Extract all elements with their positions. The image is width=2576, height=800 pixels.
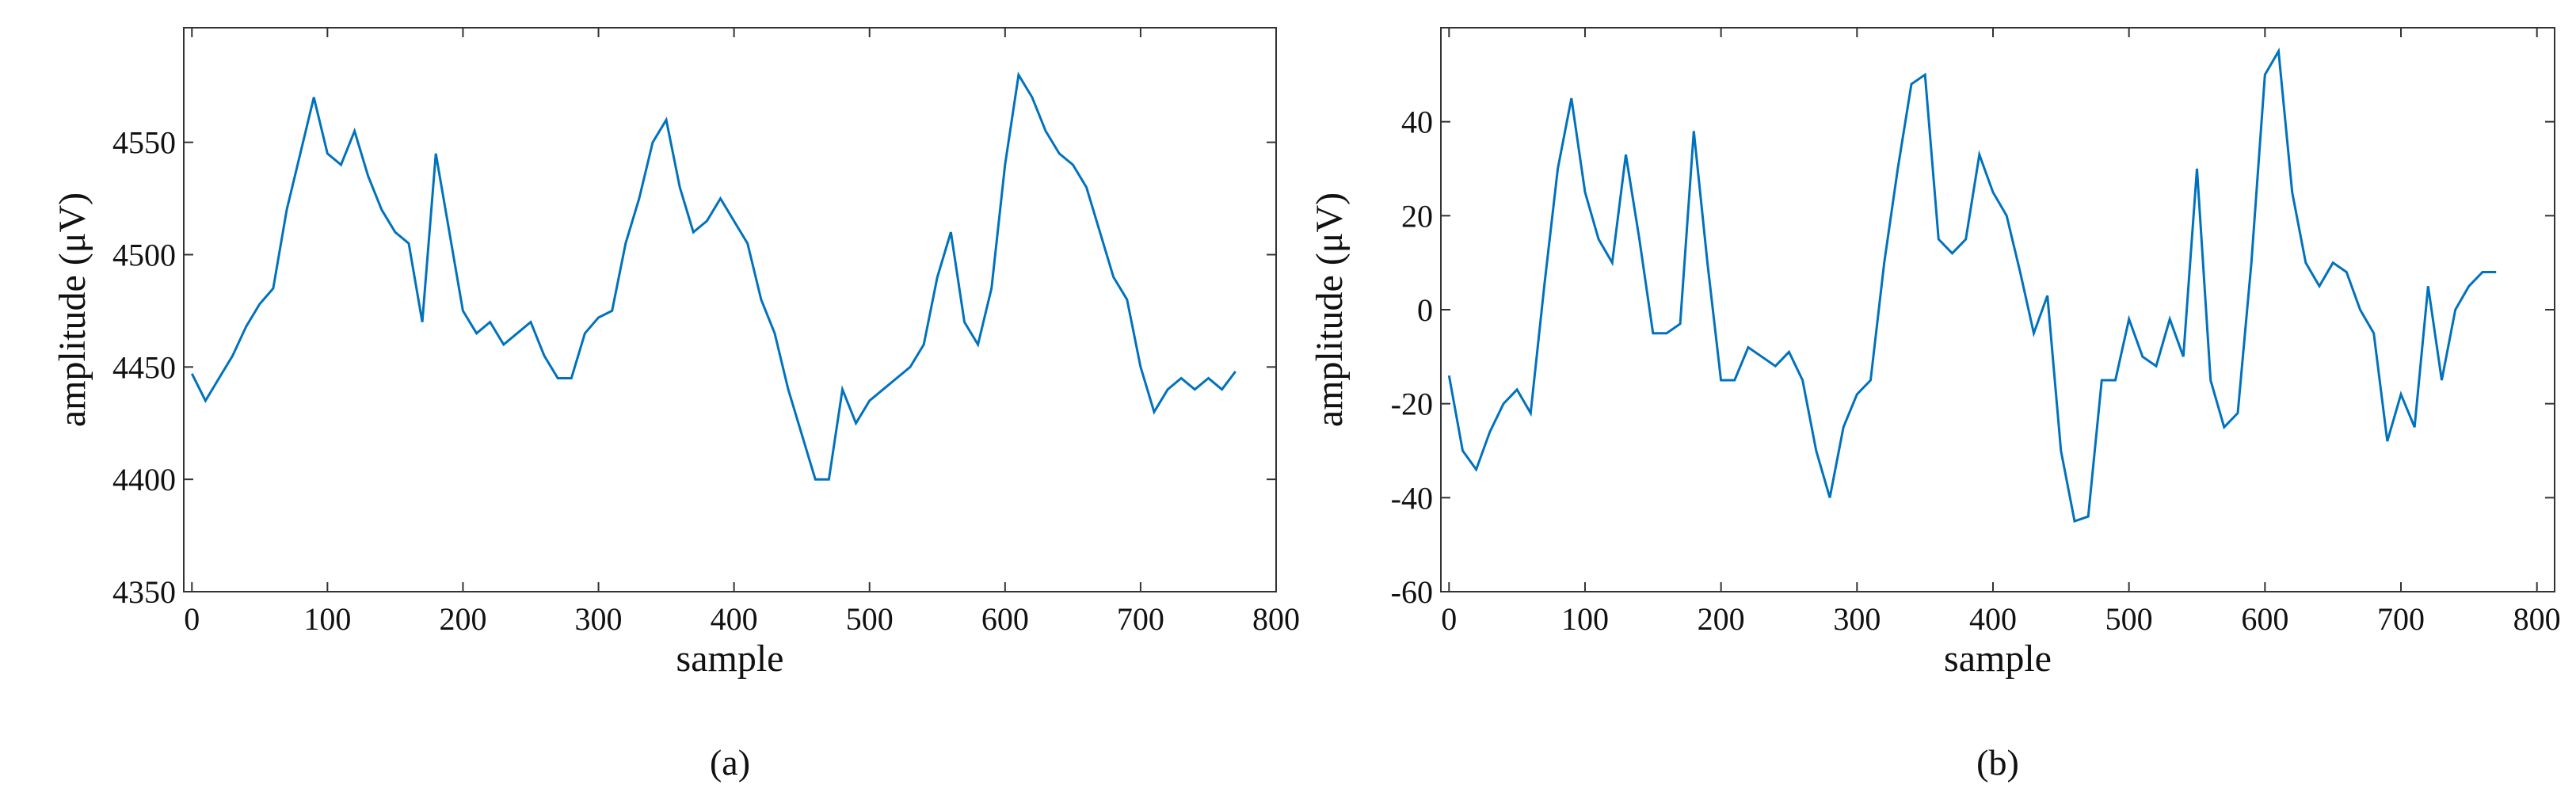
x-tick-label: 500 (2105, 601, 2153, 637)
x-tick-label: 400 (1969, 601, 2017, 637)
y-tick-label: 20 (1401, 198, 1433, 234)
caption: (b) (1976, 742, 2019, 783)
x-tick-label: 200 (1698, 601, 1745, 637)
data-line (1447, 47, 2497, 523)
x-tick-label: 500 (846, 601, 894, 637)
y-axis-label: amplitude (μV) (1309, 192, 1351, 427)
plot-frame (1440, 27, 2555, 592)
y-tick-label: -40 (1391, 480, 1433, 516)
x-tick-label: 800 (2513, 601, 2561, 637)
y-tick-label: 4450 (112, 349, 176, 385)
data-line (190, 71, 1237, 481)
y-tick-label: 40 (1401, 105, 1433, 140)
y-tick-label: 4500 (112, 238, 176, 273)
y-tick-label: 4400 (112, 462, 176, 497)
y-tick-label: -20 (1391, 387, 1433, 422)
x-tick-label: 400 (711, 601, 758, 637)
x-tick-label: 100 (1561, 601, 1609, 637)
y-tick-label: 4350 (112, 574, 176, 610)
x-tick-label: 700 (1117, 601, 1164, 637)
x-axis-label: sample (1944, 638, 2052, 680)
x-tick-label: 100 (303, 601, 351, 637)
x-tick-label: 300 (575, 601, 623, 637)
x-axis-label: sample (676, 638, 784, 680)
y-tick-label: 4550 (112, 125, 176, 161)
y-tick-label: -60 (1391, 574, 1433, 610)
x-tick-label: 800 (1252, 601, 1300, 637)
x-tick-label: 200 (439, 601, 486, 637)
x-tick-label: 300 (1833, 601, 1881, 637)
x-tick-label: 600 (981, 601, 1029, 637)
x-tick-label: 0 (1441, 601, 1457, 637)
y-axis-label: amplitude (μV) (51, 192, 93, 427)
x-tick-label: 0 (184, 601, 200, 637)
x-tick-label: 700 (2377, 601, 2425, 637)
x-tick-label: 600 (2241, 601, 2288, 637)
y-tick-label: 0 (1417, 292, 1433, 328)
plot-frame (183, 27, 1277, 592)
caption: (a) (710, 742, 750, 783)
